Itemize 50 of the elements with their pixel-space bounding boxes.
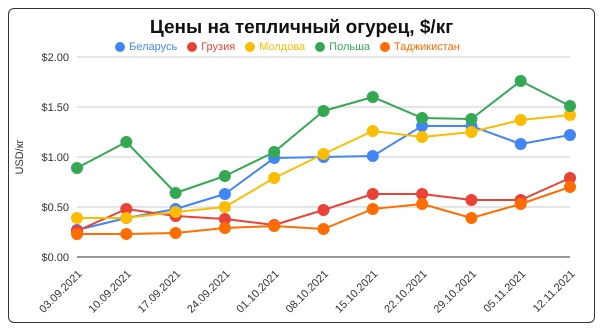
point	[170, 187, 182, 199]
point	[366, 150, 379, 162]
y-axis-title: USD/кг	[14, 139, 26, 175]
chart-title: Цены на тепличный огурец, $/кг	[148, 17, 454, 39]
legend-label: Таджикистан	[394, 41, 460, 53]
legend-label: Беларусь	[129, 41, 178, 53]
point	[170, 206, 182, 218]
point	[416, 188, 428, 200]
legend-label: Грузия	[201, 41, 236, 53]
point	[564, 181, 576, 193]
point	[366, 188, 379, 200]
point	[218, 222, 231, 234]
point	[465, 126, 478, 138]
point	[366, 203, 379, 215]
point	[218, 170, 231, 182]
point	[465, 194, 478, 206]
point	[564, 129, 576, 141]
point	[120, 136, 132, 148]
point	[366, 125, 379, 137]
point	[318, 148, 330, 160]
point	[514, 114, 527, 126]
y-tick-label: $1.50	[41, 102, 69, 114]
point	[218, 201, 231, 213]
point	[318, 204, 330, 216]
point	[366, 91, 379, 103]
point	[120, 228, 132, 240]
point	[564, 100, 576, 112]
point	[514, 198, 527, 210]
point	[71, 212, 83, 224]
point	[71, 162, 83, 174]
point	[318, 223, 330, 235]
point	[514, 138, 527, 150]
point	[416, 198, 428, 210]
y-tick-label: $2.00	[41, 52, 69, 64]
point	[170, 227, 182, 239]
point	[514, 75, 527, 87]
point	[465, 212, 478, 224]
point	[465, 113, 478, 125]
point	[416, 112, 428, 124]
y-tick-label: $0.00	[41, 252, 69, 264]
point	[71, 228, 83, 240]
y-tick-label: $0.50	[41, 202, 69, 214]
point	[268, 172, 280, 184]
point	[218, 188, 231, 200]
point	[268, 146, 280, 158]
y-tick-label: $1.00	[41, 152, 69, 164]
point	[416, 131, 428, 143]
legend-label: Молдова	[259, 41, 306, 53]
legend-label: Польша	[329, 41, 370, 53]
point	[318, 105, 330, 117]
